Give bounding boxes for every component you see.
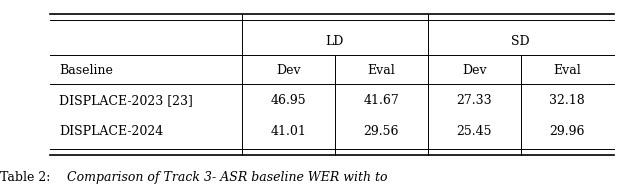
Text: DISPLACE-2023 [23]: DISPLACE-2023 [23] [59, 94, 193, 107]
Text: LD: LD [326, 35, 344, 48]
Text: 29.96: 29.96 [549, 125, 585, 138]
Text: Baseline: Baseline [59, 64, 113, 77]
Text: SD: SD [512, 35, 530, 48]
Text: Table 2:: Table 2: [0, 171, 50, 184]
Text: 41.01: 41.01 [270, 125, 306, 138]
Text: 32.18: 32.18 [549, 94, 585, 107]
Text: 29.56: 29.56 [363, 125, 399, 138]
Text: 25.45: 25.45 [456, 125, 492, 138]
Text: Dev: Dev [462, 64, 487, 77]
Text: 41.67: 41.67 [363, 94, 399, 107]
Text: Eval: Eval [367, 64, 395, 77]
Text: Comparison of Track 3- ASR baseline WER with to: Comparison of Track 3- ASR baseline WER … [59, 171, 388, 184]
Text: Dev: Dev [276, 64, 301, 77]
Text: DISPLACE-2024: DISPLACE-2024 [59, 125, 163, 138]
Text: Eval: Eval [554, 64, 581, 77]
Text: 27.33: 27.33 [456, 94, 492, 107]
Text: 46.95: 46.95 [270, 94, 306, 107]
